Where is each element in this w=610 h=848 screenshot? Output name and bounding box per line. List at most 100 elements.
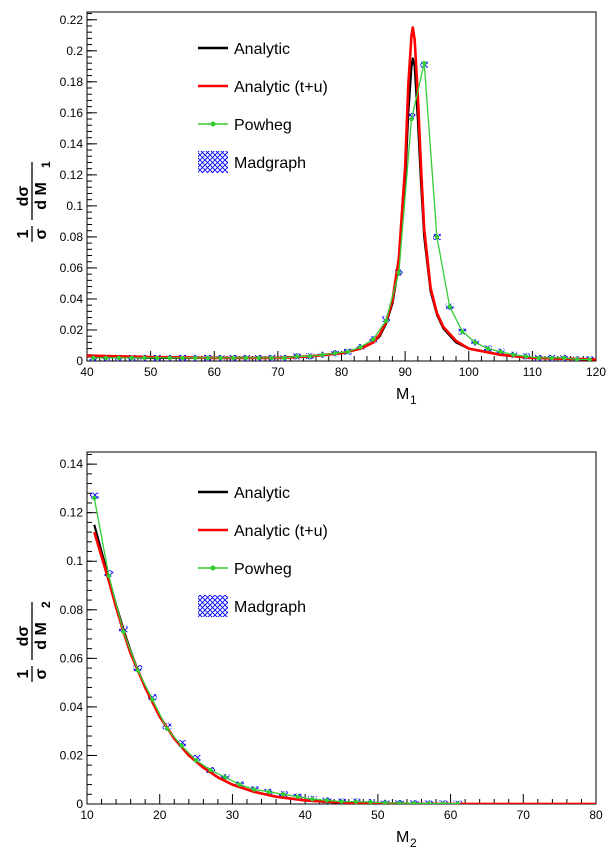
y-tick-label: 0.18 <box>60 75 84 89</box>
plot-area <box>89 492 596 804</box>
y-title-dM: d M <box>33 622 50 650</box>
legend-label: Powheg <box>234 561 292 578</box>
y-tick-label: 0.02 <box>60 748 84 762</box>
legend: Analytic Analytic (t+u) Powheg Madgraph <box>198 41 328 173</box>
powheg-point <box>485 346 491 351</box>
powheg-point <box>129 355 134 361</box>
y-tick-label: 0.04 <box>60 292 84 306</box>
powheg-point <box>295 794 301 799</box>
powheg-point <box>434 234 440 240</box>
powheg-point <box>561 355 567 361</box>
powheg-point <box>205 355 211 361</box>
legend-label: Analytic (t+u) <box>234 79 328 96</box>
powheg-point <box>294 354 300 359</box>
powheg-point <box>422 60 427 66</box>
powheg-point <box>332 351 338 356</box>
powheg-point <box>218 355 223 361</box>
legend-label: Powheg <box>234 117 292 134</box>
y-title-dsigma: dσ <box>15 626 32 647</box>
powheg-line <box>93 63 590 361</box>
legend-swatch-madgraph <box>198 595 228 617</box>
powheg-point <box>243 355 249 361</box>
y-title-sigma: σ <box>33 668 50 679</box>
powheg-point <box>282 355 287 361</box>
powheg-point <box>208 767 213 773</box>
y-title-dM: d M <box>33 182 50 210</box>
powheg-point <box>193 758 199 763</box>
legend: Analytic Analytic (t+u) Powheg Madgraph <box>198 485 328 617</box>
powheg-point <box>412 801 417 804</box>
y-tick-label: 0.04 <box>60 700 84 714</box>
y-tick-label: 0.08 <box>60 603 84 617</box>
x-axis-title: M <box>396 386 409 403</box>
x-tick-label: 70 <box>271 365 285 379</box>
x-tick-label: 70 <box>517 808 531 822</box>
powheg-point <box>222 775 228 780</box>
plot-area <box>87 26 596 361</box>
y-title-one: 1 <box>15 669 32 678</box>
y-axis-title: 1 σ dσ d M 2 <box>15 601 53 682</box>
x-tick-label: 20 <box>153 808 167 822</box>
plot-frame <box>86 451 597 805</box>
y-tick-label: 0.06 <box>60 651 84 665</box>
y-tick-label: 0 <box>76 797 83 811</box>
powheg-point <box>116 355 122 361</box>
y-tick-label: 0.22 <box>60 13 84 27</box>
powheg-point <box>472 340 478 345</box>
y-tick-label: 0.1 <box>66 554 83 568</box>
powheg-point <box>121 629 126 634</box>
legend-label: Analytic <box>234 485 290 502</box>
plot-frame <box>86 11 597 362</box>
legend-label: Madgraph <box>234 155 306 172</box>
y-tick-label: 0.06 <box>60 261 84 275</box>
powheg-point <box>269 355 274 361</box>
powheg-point <box>164 726 170 731</box>
powheg-point <box>397 800 402 804</box>
powheg-point <box>574 357 580 361</box>
legend-swatch-madgraph <box>198 151 228 173</box>
y-tick-label: 0.08 <box>60 230 84 244</box>
powheg-point <box>179 743 184 748</box>
chart-panel-2: 10 20 30 40 50 60 70 80 0 0.02 0.04 0.06 0.08 0.1 0.12… <box>15 451 603 848</box>
legend-label: Analytic <box>234 41 290 58</box>
madgraph-bin <box>407 112 416 119</box>
x-tick-label: 100 <box>459 365 479 379</box>
madgraph-bin <box>89 492 99 499</box>
analytic-line <box>87 57 596 361</box>
powheg-point <box>324 798 330 803</box>
powheg-point <box>320 352 325 357</box>
y-title-subscript: 1 <box>39 161 53 168</box>
powheg-point <box>150 697 155 702</box>
powheg-point <box>154 355 160 361</box>
analytic-tu-line <box>93 531 596 804</box>
powheg-point <box>426 801 431 804</box>
y-tick-label: 0.1 <box>66 199 83 213</box>
powheg-point <box>382 800 388 804</box>
analytic-tu-line <box>87 26 596 361</box>
powheg-point <box>92 495 97 501</box>
powheg-point <box>383 318 389 323</box>
powheg-point <box>339 799 344 804</box>
y-title-sigma: σ <box>33 228 50 239</box>
madgraph-bin <box>191 754 201 761</box>
x-axis-title: M <box>396 829 409 846</box>
x-tick-label: 40 <box>298 808 312 822</box>
madgraph-bin <box>177 740 186 747</box>
powheg-point <box>498 349 503 354</box>
x-tick-label: 80 <box>335 365 349 379</box>
powheg-point <box>310 796 315 802</box>
powheg-point <box>180 355 185 361</box>
powheg-point <box>368 799 373 804</box>
powheg-point <box>281 792 286 797</box>
x-tick-label: 60 <box>208 365 222 379</box>
y-tick-label: 0.02 <box>60 323 84 337</box>
powheg-point <box>587 357 592 361</box>
powheg-point <box>91 355 96 361</box>
legend-swatch-marker <box>210 121 216 127</box>
y-title-dsigma: dσ <box>15 186 32 207</box>
powheg-point <box>511 352 516 357</box>
powheg-point <box>409 116 414 122</box>
analytic-line <box>93 524 596 804</box>
powheg-point <box>252 787 257 792</box>
